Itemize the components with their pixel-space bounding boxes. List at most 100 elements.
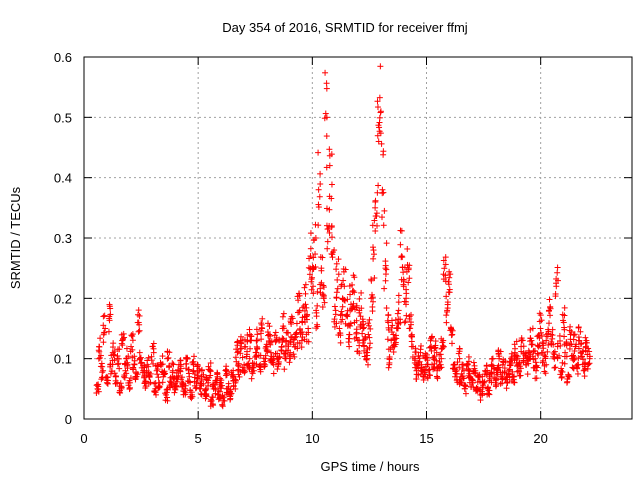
data-point [436,358,443,365]
data-point [129,337,136,344]
data-points [93,63,593,410]
data-point [494,365,501,372]
data-point [479,373,486,380]
data-point [462,390,469,397]
data-point [570,357,577,364]
data-point [366,344,373,351]
data-point [477,397,484,404]
data-point [575,355,582,362]
data-point [316,193,323,200]
data-point [380,148,387,155]
data-point [184,354,191,361]
data-point [421,367,428,374]
data-point [223,363,230,370]
data-point [207,368,214,375]
data-point [124,361,131,368]
data-point [204,382,211,389]
data-point [266,323,273,330]
data-point [99,369,106,376]
data-point [394,324,401,331]
data-point [310,283,317,290]
data-point [118,383,125,390]
data-point [334,285,341,292]
data-point [395,292,402,299]
data-point [356,309,363,316]
data-point [553,275,560,282]
data-point [332,311,339,318]
data-point [510,373,517,380]
data-point [172,386,179,393]
data-point [389,322,396,329]
data-point [324,238,331,245]
data-point [541,368,548,375]
data-point [223,370,230,377]
x-tick-label: 10 [305,431,319,446]
data-point [390,349,397,356]
data-point [402,318,409,325]
data-point [269,359,276,366]
data-point [542,355,549,362]
data-point [363,349,370,356]
data-point [369,303,376,310]
data-point [346,282,353,289]
data-point [495,364,502,371]
data-point [365,320,372,327]
data-point [279,339,286,346]
data-point [554,354,561,361]
data-point [374,98,381,105]
data-point [270,370,277,377]
data-point [554,269,561,276]
data-point [511,352,518,359]
data-point [360,324,367,331]
data-point [501,369,508,376]
data-point [517,372,524,379]
data-point [331,303,338,310]
data-point [438,345,445,352]
data-point [578,340,585,347]
data-point [463,362,470,369]
data-point [258,324,265,331]
data-point [534,350,541,357]
data-point [462,382,469,389]
data-point [164,355,171,362]
data-point [408,311,415,318]
data-point [302,290,309,297]
data-point [377,63,384,70]
data-point [500,356,507,363]
data-point [445,289,452,296]
data-point [156,383,163,390]
x-tick-label: 0 [80,431,87,446]
data-point [317,170,324,177]
data-point [544,348,551,355]
data-point [129,346,136,353]
data-point [406,313,413,320]
plot-frame [83,56,633,420]
data-point [170,361,177,368]
data-point [334,276,341,283]
data-point [110,352,117,359]
data-point [301,284,308,291]
data-point [395,307,402,314]
data-point [254,346,261,353]
data-point [333,260,340,267]
data-point [248,375,255,382]
data-point [581,373,588,380]
data-point [443,312,450,319]
data-point [442,254,449,261]
data-point [248,333,255,340]
data-point [338,308,345,315]
data-point [439,339,446,346]
data-point [506,362,513,369]
data-point [128,332,135,339]
data-point [359,339,366,346]
data-point [309,274,316,281]
data-point [117,380,124,387]
data-point [456,345,463,352]
data-point [437,361,444,368]
data-point [344,296,351,303]
data-point [229,371,236,378]
data-point [138,359,145,366]
y-tick-label: 0.5 [54,110,72,125]
data-point [306,255,313,262]
data-point [303,304,310,311]
